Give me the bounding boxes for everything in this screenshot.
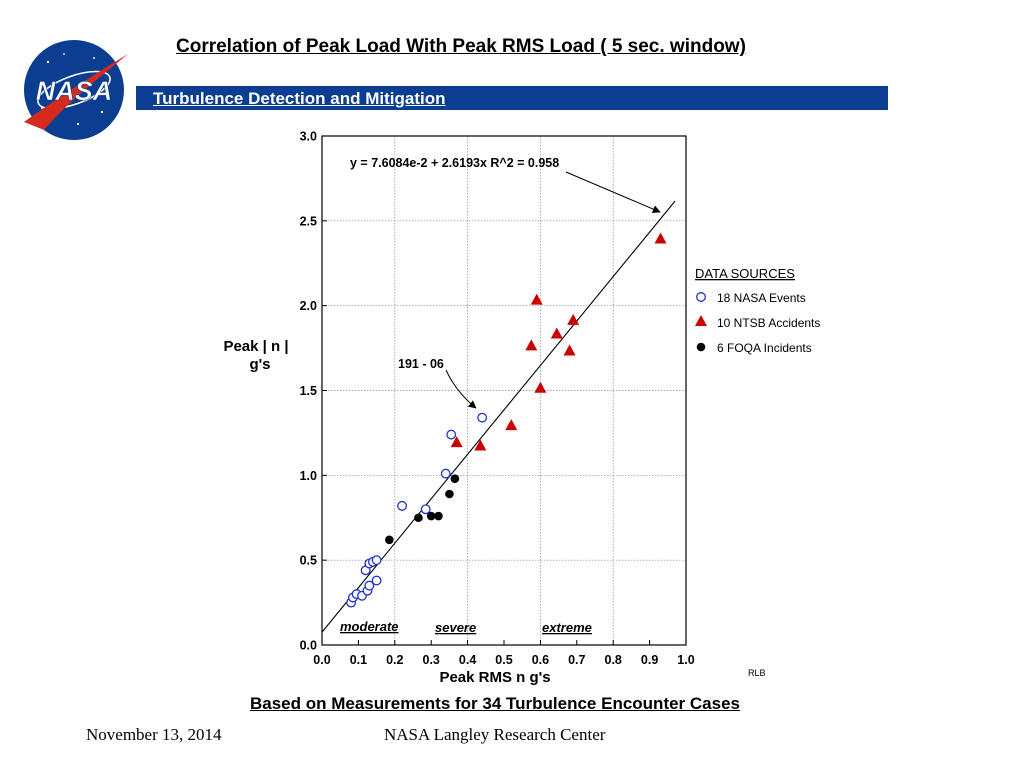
legend-entry-foqa: 6 FOQA Incidents bbox=[717, 341, 812, 355]
legend-title: DATA SOURCES bbox=[695, 266, 795, 281]
legend-entry-ntsb: 10 NTSB Accidents bbox=[717, 316, 820, 330]
fit-line bbox=[321, 200, 676, 633]
y-tick-label: 2.5 bbox=[300, 214, 317, 228]
ntsb-accident-point bbox=[530, 293, 543, 305]
y-tick-label: 0.5 bbox=[300, 554, 317, 568]
nasa-event-point bbox=[420, 504, 431, 515]
y-axis-label-line1: Peak | n | bbox=[223, 338, 288, 355]
y-tick-label: 1.5 bbox=[300, 384, 317, 398]
banner-text: Turbulence Detection and Mitigation bbox=[153, 89, 446, 108]
axis-ticks: 0.0 0.1 0.2 0.3 0.4 0.5 0.6 0.7 0.8 0.9 1.0 0.0 0.5 1… bbox=[300, 130, 695, 668]
nasa-orbit-icon bbox=[37, 70, 111, 110]
foqa-incident-point bbox=[414, 513, 423, 523]
ntsb-accident-point bbox=[654, 232, 667, 244]
nasa-event-point bbox=[477, 412, 488, 423]
region-label-severe: severe bbox=[435, 620, 476, 635]
foqa-incident-point bbox=[445, 489, 454, 499]
ntsb-accident-point bbox=[474, 439, 487, 451]
y-tick-label: 3.0 bbox=[300, 130, 317, 144]
data-points bbox=[346, 232, 667, 608]
y-axis-label-line2: g's bbox=[249, 356, 270, 373]
ntsb-accident-point bbox=[534, 381, 547, 393]
legend: DATA SOURCES 18 NASA Events 10 NTSB Acci… bbox=[695, 266, 820, 355]
nasa-event-point bbox=[371, 555, 382, 566]
x-tick-label: 1.0 bbox=[677, 653, 694, 667]
nasa-event-point bbox=[397, 500, 408, 511]
case-label: 191 - 06 bbox=[398, 357, 444, 371]
legend-marker-nasa bbox=[696, 292, 706, 302]
y-tick-label: 0.0 bbox=[300, 639, 317, 653]
x-tick-label: 0.7 bbox=[568, 653, 585, 667]
x-tick-label: 0.4 bbox=[459, 653, 476, 667]
case-arrow bbox=[445, 369, 477, 409]
foqa-incident-point bbox=[426, 511, 436, 521]
footer-date: November 13, 2014 bbox=[86, 725, 222, 744]
ntsb-accident-point bbox=[563, 344, 576, 356]
grid bbox=[322, 136, 686, 645]
x-tick-label: 0.2 bbox=[386, 653, 403, 667]
legend-marker-ntsb bbox=[695, 315, 707, 326]
ntsb-accident-point bbox=[505, 419, 518, 431]
x-tick-label: 0.6 bbox=[532, 653, 549, 667]
y-tick-label: 2.0 bbox=[300, 299, 317, 313]
ntsb-accident-point bbox=[525, 339, 538, 351]
nasa-logo-text: NASA bbox=[36, 76, 113, 106]
footer-organization: NASA Langley Research Center bbox=[384, 725, 606, 744]
equation-arrow bbox=[565, 171, 661, 213]
chart-caption: Based on Measurements for 34 Turbulence … bbox=[250, 694, 740, 713]
foqa-incident-point bbox=[385, 535, 394, 545]
x-axis-label: Peak RMS n g's bbox=[439, 669, 550, 686]
legend-marker-foqa bbox=[696, 342, 706, 352]
nasa-event-point bbox=[371, 575, 382, 586]
credit-label: RLB bbox=[748, 668, 766, 678]
x-tick-label: 0.8 bbox=[605, 653, 622, 667]
x-tick-label: 0.9 bbox=[641, 653, 658, 667]
ntsb-accident-point bbox=[550, 327, 563, 339]
x-tick-label: 0.5 bbox=[495, 653, 512, 667]
y-tick-label: 1.0 bbox=[300, 469, 317, 483]
foqa-incident-point bbox=[450, 474, 460, 484]
nasa-logo: NASA bbox=[24, 40, 128, 140]
section-banner bbox=[136, 86, 888, 110]
slide-title: Correlation of Peak Load With Peak RMS L… bbox=[176, 36, 746, 57]
region-label-moderate: moderate bbox=[340, 619, 399, 634]
foqa-incident-point bbox=[434, 511, 443, 521]
x-tick-label: 0.1 bbox=[350, 653, 367, 667]
nasa-event-point bbox=[446, 429, 457, 440]
legend-entry-nasa: 18 NASA Events bbox=[717, 291, 806, 305]
nasa-event-point bbox=[440, 468, 451, 479]
ntsb-accident-point bbox=[450, 436, 463, 448]
nasa-event-point bbox=[364, 580, 375, 591]
nasa-vector-icon bbox=[24, 54, 128, 130]
region-label-extreme: extreme bbox=[542, 620, 592, 635]
ntsb-accident-point bbox=[567, 313, 580, 325]
x-tick-label: 0.3 bbox=[423, 653, 440, 667]
regression-line bbox=[321, 200, 676, 633]
x-tick-label: 0.0 bbox=[313, 653, 330, 667]
equation-annotation: y = 7.6084e-2 + 2.6193x R^2 = 0.958 bbox=[350, 156, 559, 170]
